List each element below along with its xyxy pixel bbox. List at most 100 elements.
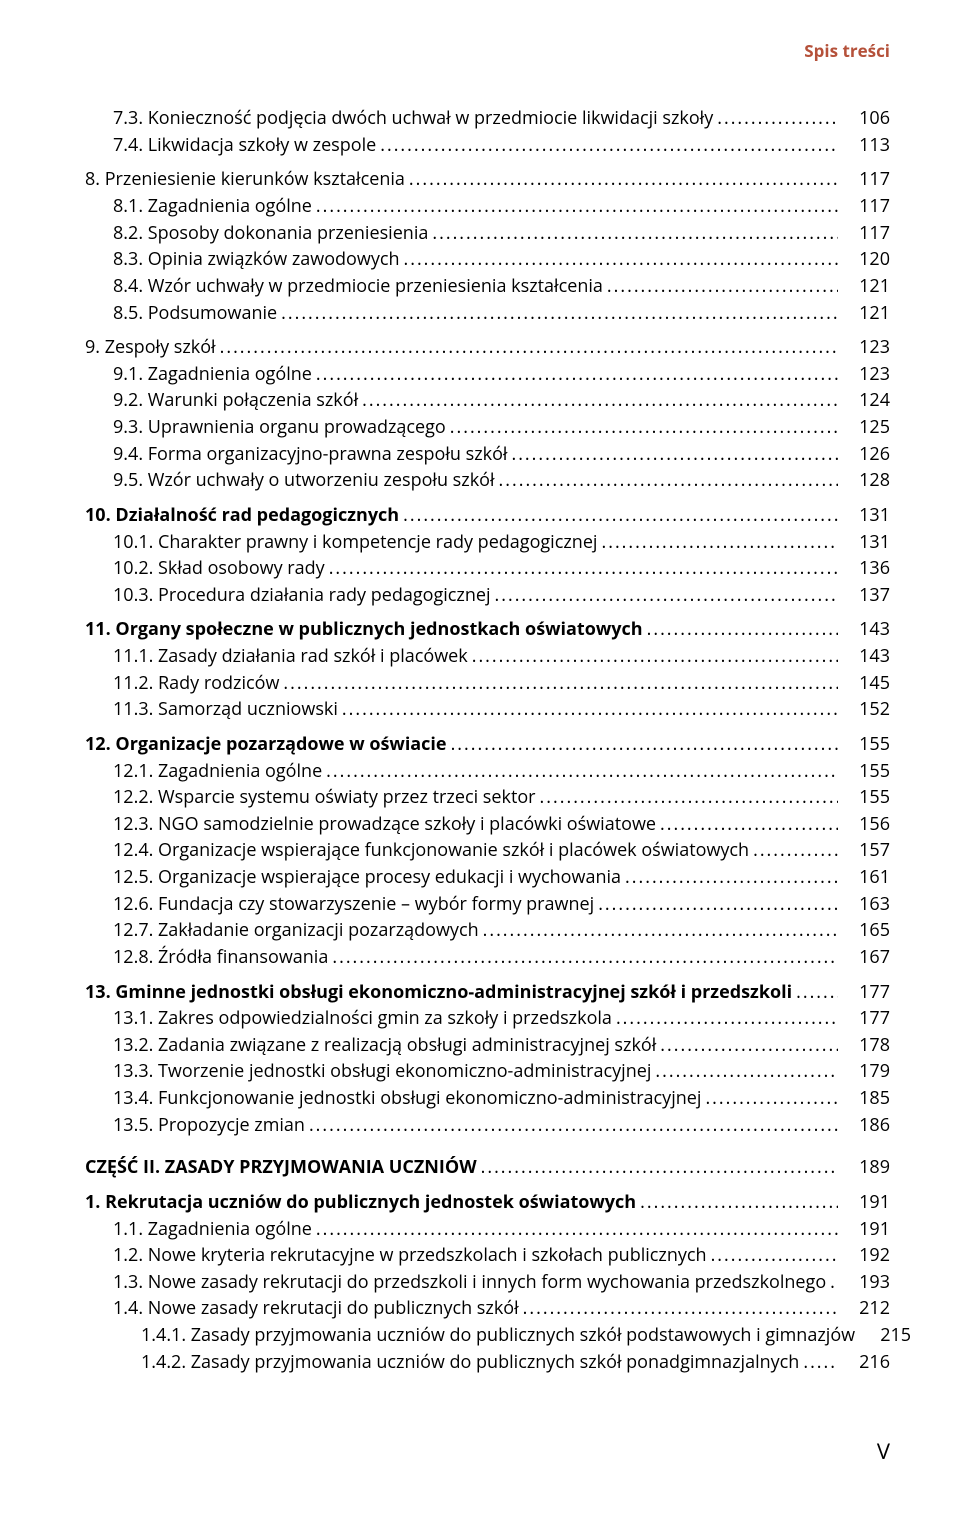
toc-entry-page: 155 (838, 758, 890, 785)
toc-entry: 1.4. Nowe zasady rekrutacji do publiczny… (85, 1295, 890, 1322)
toc-entry-page: 143 (838, 643, 890, 670)
toc-entry-page: 137 (838, 582, 890, 609)
toc-entry: 1.4.2. Zasady przyjmowania uczniów do pu… (85, 1349, 890, 1376)
toc-entry-page: 117 (838, 166, 890, 193)
toc-entry-page: 216 (838, 1349, 890, 1376)
toc-entry-label: 9.5. Wzór uchwały o utworzeniu zespołu s… (113, 467, 499, 494)
toc-entry-label: 1.4. Nowe zasady rekrutacji do publiczny… (113, 1295, 523, 1322)
toc-entry-page: 113 (838, 132, 890, 159)
toc-entry: 8.5. Podsumowanie ......................… (85, 300, 890, 327)
toc-entry: 8. Przeniesienie kierunków kształcenia .… (85, 166, 890, 193)
toc-leader: ........................................… (711, 1242, 838, 1269)
toc-leader: ........................................… (362, 387, 838, 414)
toc-entry-label: 13.2. Zadania związane z realizacją obsł… (113, 1032, 660, 1059)
toc-entry-page: 191 (838, 1216, 890, 1243)
toc-leader: ........................................… (409, 166, 838, 193)
toc-entry: 11.2. Rady rodziców ....................… (85, 670, 890, 697)
toc-leader: ........................................… (329, 555, 838, 582)
toc-entry-label: 8.1. Zagadnienia ogólne (113, 193, 316, 220)
toc-leader: ........................................… (598, 891, 838, 918)
toc-entry-label: 9. Zespoły szkół (85, 334, 220, 361)
toc-leader: ........................................… (830, 1269, 838, 1296)
running-head: Spis treści (85, 38, 890, 63)
toc-entry-label: 1. Rekrutacja uczniów do publicznych jed… (85, 1189, 640, 1216)
toc-entry-label: 1.3. Nowe zasady rekrutacji do przedszko… (113, 1269, 830, 1296)
toc-entry-label: 11.2. Rady rodziców (113, 670, 283, 697)
toc-entry: 11.3. Samorząd uczniowski ..............… (85, 696, 890, 723)
toc-entry-page: 106 (838, 105, 890, 132)
toc-entry-label: 7.3. Konieczność podjęcia dwóch uchwał w… (113, 105, 717, 132)
toc-entry: 7.3. Konieczność podjęcia dwóch uchwał w… (85, 105, 890, 132)
toc-leader: ........................................… (640, 1189, 838, 1216)
toc-entry-label: 12.3. NGO samodzielnie prowadzące szkoły… (113, 811, 660, 838)
toc-entry: 13.4. Funkcjonowanie jednostki obsługi e… (85, 1085, 890, 1112)
toc-entry: 13.1. Zakres odpowiedzialności gmin za s… (85, 1005, 890, 1032)
toc-leader: ........................................… (796, 979, 838, 1006)
toc-entry-label: 12.6. Fundacja czy stowarzyszenie – wybó… (113, 891, 598, 918)
toc-leader: ........................................… (607, 273, 838, 300)
table-of-contents: 7.3. Konieczność podjęcia dwóch uchwał w… (85, 105, 890, 1375)
toc-leader: ........................................… (483, 917, 838, 944)
toc-entry: 10. Działalność rad pedagogicznych .....… (85, 502, 890, 529)
toc-leader: ........................................… (660, 1032, 838, 1059)
toc-entry-page: 117 (838, 193, 890, 220)
toc-entry: 10.3. Procedura działania rady pedagogic… (85, 582, 890, 609)
toc-entry: 1.4.1. Zasady przyjmowania uczniów do pu… (85, 1322, 890, 1349)
toc-entry: 10.2. Skład osobowy rady ...............… (85, 555, 890, 582)
toc-entry: 12.8. Źródła finansowania ..............… (85, 944, 890, 971)
toc-entry: 12. Organizacje pozarządowe w oświacie .… (85, 731, 890, 758)
toc-leader: ........................................… (403, 502, 838, 529)
toc-entry-page: 161 (838, 864, 890, 891)
toc-entry: CZĘŚĆ II. ZASADY PRZYJMOWANIA UCZNIÓW ..… (85, 1154, 890, 1181)
toc-leader: ........................................… (647, 616, 838, 643)
toc-entry-page: 167 (838, 944, 890, 971)
toc-entry-page: 185 (838, 1085, 890, 1112)
toc-entry: 8.4. Wzór uchwały w przedmiocie przenies… (85, 273, 890, 300)
toc-entry-label: 13. Gminne jednostki obsługi ekonomiczno… (85, 979, 796, 1006)
toc-leader: ........................................… (451, 731, 838, 758)
toc-entry: 13.2. Zadania związane z realizacją obsł… (85, 1032, 890, 1059)
toc-leader: ........................................… (342, 696, 838, 723)
toc-leader: ........................................… (717, 105, 838, 132)
toc-entry-page: 124 (838, 387, 890, 414)
toc-entry: 12.4. Organizacje wspierające funkcjonow… (85, 837, 890, 864)
toc-entry: 9.3. Uprawnienia organu prowadzącego ...… (85, 414, 890, 441)
toc-entry-label: 13.3. Tworzenie jednostki obsługi ekonom… (113, 1058, 655, 1085)
toc-leader: ........................................… (316, 1216, 838, 1243)
toc-leader: ........................................… (450, 414, 838, 441)
toc-leader: ........................................… (220, 334, 838, 361)
toc-entry-label: 9.4. Forma organizacyjno-prawna zespołu … (113, 441, 511, 468)
toc-entry-label: 13.4. Funkcjonowanie jednostki obsługi e… (113, 1085, 705, 1112)
toc-entry: 9.5. Wzór uchwały o utworzeniu zespołu s… (85, 467, 890, 494)
toc-leader: ........................................… (495, 582, 838, 609)
toc-entry-label: 7.4. Likwidacja szkoły w zespole (113, 132, 380, 159)
toc-leader: ........................................… (625, 864, 838, 891)
toc-entry: 12.2. Wsparcie systemu oświaty przez trz… (85, 784, 890, 811)
toc-entry-label: 8.5. Podsumowanie (113, 300, 281, 327)
toc-leader: ........................................… (404, 246, 839, 273)
toc-entry-page: 155 (838, 784, 890, 811)
toc-entry: 8.3. Opinia związków zawodowych ........… (85, 246, 890, 273)
toc-entry-label: 1.1. Zagadnienia ogólne (113, 1216, 316, 1243)
toc-entry: 9.2. Warunki połączenia szkół ..........… (85, 387, 890, 414)
toc-entry: 12.3. NGO samodzielnie prowadzące szkoły… (85, 811, 890, 838)
toc-entry-label: CZĘŚĆ II. ZASADY PRZYJMOWANIA UCZNIÓW (85, 1154, 481, 1181)
toc-entry: 12.7. Zakładanie organizacji pozarządowy… (85, 917, 890, 944)
toc-entry: 13.5. Propozycje zmian .................… (85, 1112, 890, 1139)
toc-entry: 1.3. Nowe zasady rekrutacji do przedszko… (85, 1269, 890, 1296)
toc-entry-page: 192 (838, 1242, 890, 1269)
toc-leader: ........................................… (283, 670, 838, 697)
toc-leader: ........................................… (655, 1058, 838, 1085)
toc-entry-label: 11. Organy społeczne w publicznych jedno… (85, 616, 647, 643)
toc-entry: 11. Organy społeczne w publicznych jedno… (85, 616, 890, 643)
toc-entry-label: 12.4. Organizacje wspierające funkcjonow… (113, 837, 753, 864)
toc-entry-label: 9.3. Uprawnienia organu prowadzącego (113, 414, 450, 441)
toc-entry-page: 145 (838, 670, 890, 697)
toc-entry-page: 189 (838, 1154, 890, 1181)
toc-leader: ........................................… (432, 220, 838, 247)
toc-leader: ........................................… (660, 811, 838, 838)
toc-entry: 1. Rekrutacja uczniów do publicznych jed… (85, 1189, 890, 1216)
toc-entry: 13. Gminne jednostki obsługi ekonomiczno… (85, 979, 890, 1006)
toc-leader: ........................................… (616, 1005, 838, 1032)
toc-entry-page: 193 (838, 1269, 890, 1296)
